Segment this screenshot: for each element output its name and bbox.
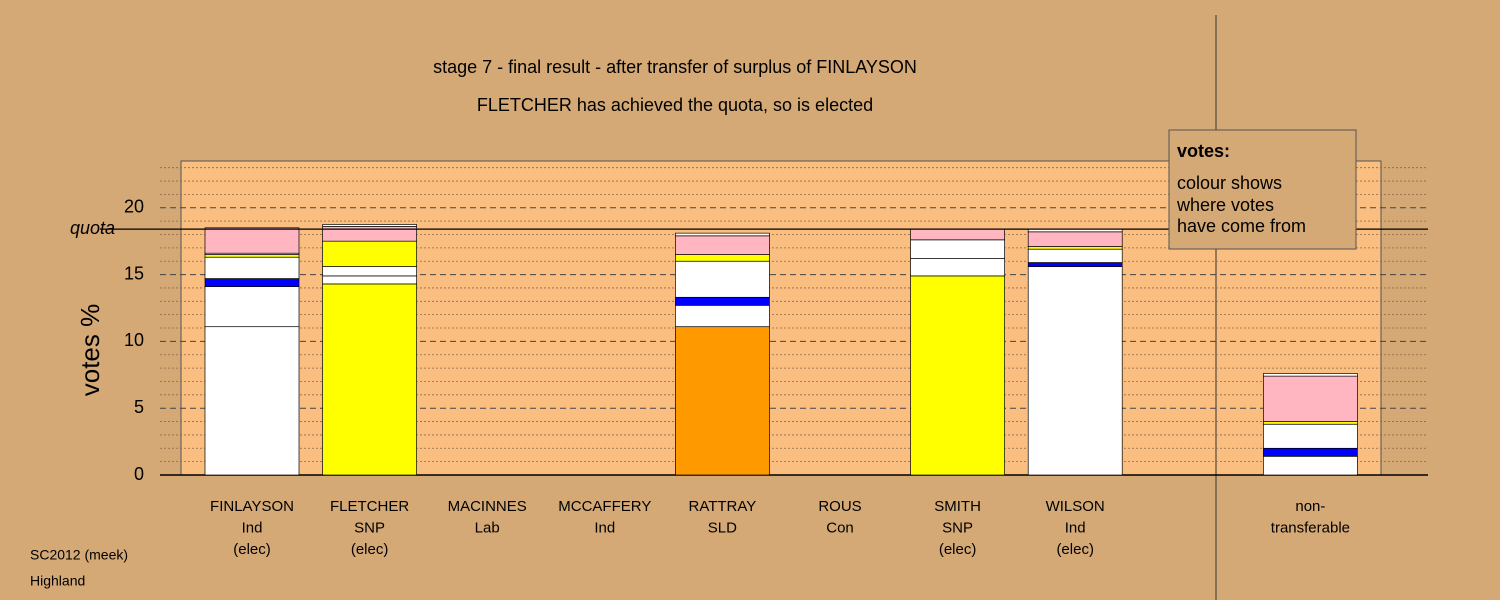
- chart-title: stage 7 - final result - after transfer …: [433, 57, 917, 77]
- legend-text: where votes: [1176, 195, 1274, 215]
- x-tick-label: (elec): [1056, 541, 1094, 558]
- bar-segment: [1263, 421, 1358, 425]
- bar-segment: [675, 232, 770, 237]
- chart-subtitle: FLETCHER has achieved the quota, so is e…: [477, 95, 873, 115]
- x-tick-label: WILSON: [1046, 498, 1105, 515]
- y-tick-label: 0: [134, 464, 144, 484]
- footer: Highland: [30, 573, 85, 589]
- x-tick-label: MACINNES: [448, 498, 527, 515]
- bar-segment: [910, 239, 1005, 259]
- legend-box: [1168, 129, 1357, 250]
- bar-segment: [910, 258, 1005, 277]
- bar-segment: [204, 286, 300, 328]
- quota-label: quota: [70, 218, 115, 238]
- x-tick-label: (elec): [351, 541, 389, 558]
- bar-segment: [1027, 262, 1123, 267]
- x-tick-label: MCCAFFERY: [558, 498, 651, 515]
- x-tick-label: non-: [1295, 498, 1325, 515]
- y-tick-label: 5: [134, 397, 144, 417]
- legend-text: colour shows: [1177, 173, 1282, 193]
- x-tick-label: transferable: [1271, 519, 1350, 536]
- bar-segment: [322, 266, 417, 277]
- x-tick-label: FINLAYSON: [210, 498, 294, 515]
- x-tick-label: RATTRAY: [689, 498, 757, 515]
- bar-segment: [204, 326, 300, 476]
- bar-segment: [910, 228, 1005, 241]
- legend-title: votes:: [1177, 141, 1230, 161]
- bar-segment: [204, 278, 300, 287]
- bar-segment: [1263, 455, 1358, 476]
- bar-segment: [675, 260, 770, 298]
- legend-text: have come from: [1177, 216, 1306, 236]
- bar-segment: [1027, 246, 1123, 250]
- x-tick-label: SNP: [942, 519, 973, 536]
- bar-segment: [1027, 248, 1123, 263]
- bar-segment: [204, 227, 300, 254]
- bar-segment: [675, 326, 770, 476]
- footer: SC2012 (meek): [30, 547, 128, 563]
- bar-segment: [675, 235, 770, 255]
- bars: [204, 224, 1358, 476]
- y-tick-label: 10: [124, 330, 144, 350]
- bar-segment: [675, 296, 770, 306]
- overlays: FINLAYSON Ind (elec) FLETCHER SNP (elec) MACIN…: [70, 218, 1428, 558]
- x-tick-label: (elec): [939, 541, 977, 558]
- bar-segment: [1263, 375, 1358, 422]
- bar-segment: [1263, 447, 1358, 457]
- x-tick-label: FLETCHER: [330, 498, 409, 515]
- x-tick-label: ROUS: [818, 498, 861, 515]
- bar-segment: [204, 256, 300, 279]
- bar-segment: [322, 283, 417, 476]
- y-tick-label: 20: [124, 197, 144, 217]
- bar-segment: [1027, 231, 1123, 247]
- x-tick-label: Ind: [594, 519, 615, 536]
- bar-segment: [322, 240, 417, 267]
- x-tick-label: SNP: [354, 519, 385, 536]
- y-tick-label: 15: [124, 263, 144, 283]
- bar-segment: [910, 275, 1005, 476]
- bar-segment: [1263, 423, 1358, 449]
- x-tick-label: SLD: [708, 519, 737, 536]
- bar-segment: [675, 304, 770, 328]
- x-tick-label: Con: [826, 519, 854, 536]
- x-tick-label: SMITH: [934, 498, 981, 515]
- bar-segment: [1027, 266, 1123, 476]
- bar-segment: [322, 275, 417, 285]
- bar-segment: [1263, 373, 1358, 377]
- x-tick-label: Ind: [242, 519, 263, 536]
- bar-segment: [675, 254, 770, 262]
- y-axis-label: votes %: [75, 304, 105, 397]
- bar-segment: [204, 254, 300, 258]
- x-tick-label: Ind: [1065, 519, 1086, 536]
- bar-segment: [322, 224, 417, 227]
- x-tick-label: (elec): [233, 541, 271, 558]
- x-tick-label: Lab: [475, 519, 500, 536]
